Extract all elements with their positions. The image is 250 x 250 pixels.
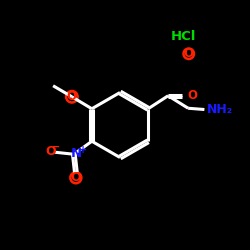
Text: O: O: [184, 47, 194, 60]
Text: NH₂: NH₂: [207, 103, 233, 116]
Text: +: +: [79, 145, 88, 155]
Text: HCl: HCl: [171, 30, 196, 43]
Text: N: N: [71, 147, 82, 160]
Text: −: −: [52, 142, 60, 152]
Text: O: O: [67, 90, 77, 103]
Text: O: O: [70, 171, 81, 184]
Text: O: O: [45, 145, 56, 158]
Text: O: O: [188, 89, 198, 102]
